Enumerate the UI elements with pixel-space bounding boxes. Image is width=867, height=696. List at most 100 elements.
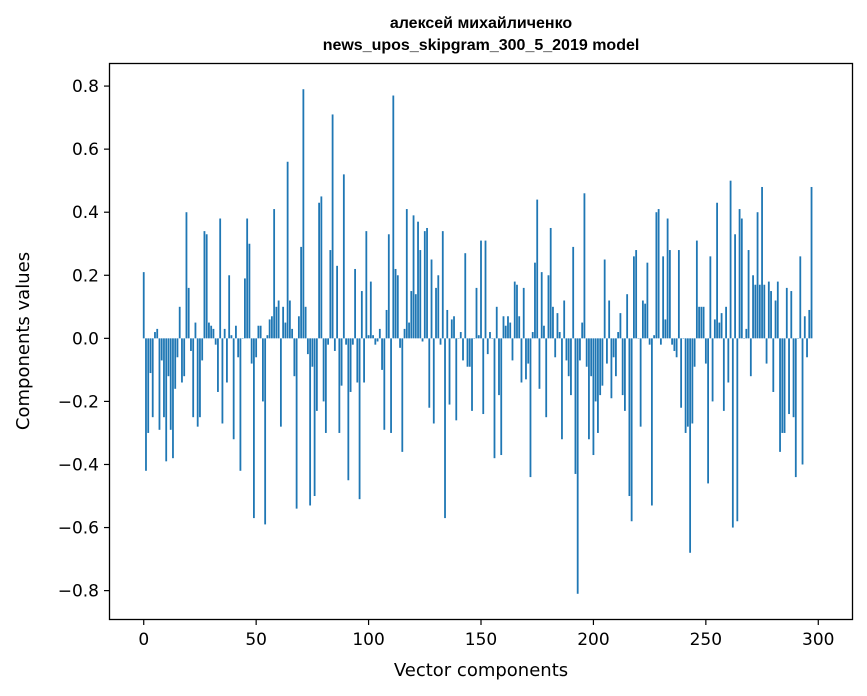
bar [275,306,278,339]
bar [428,338,431,408]
bar [720,313,723,339]
bar [624,338,626,411]
bar [725,306,727,339]
bar [253,338,255,519]
bar [767,281,770,339]
bar [342,174,345,339]
bar [226,338,228,383]
bar [255,338,258,358]
bar [657,209,660,339]
bar [248,243,251,339]
bar [282,306,285,339]
bar [574,338,577,474]
bar [781,338,784,433]
bar [507,316,509,339]
bar [412,215,415,339]
bar-series [142,89,813,594]
bar [736,338,739,522]
bar [300,246,303,339]
chart-title-line-1: алексей михайличенко [390,15,573,32]
bar [203,231,206,339]
bar [727,338,730,383]
bar [653,335,656,339]
bar [327,338,329,345]
bar [228,275,231,339]
bar [601,338,604,386]
bar [606,338,608,364]
bar [516,284,518,339]
x-tick-label: 250 [690,630,722,650]
bar [266,335,269,339]
bar [286,161,289,339]
bar [520,338,523,383]
bar [792,338,795,418]
y-tick-label: −0.8 [58,582,99,602]
bar [493,338,496,459]
y-axis-label: Components values [13,252,34,430]
bar [214,338,217,345]
bar [217,338,219,392]
bar [466,338,469,367]
bar [273,209,276,339]
bar [383,338,386,430]
bar [556,313,559,339]
bar [509,322,512,339]
bar [617,332,620,339]
bar [561,338,563,440]
bar [178,306,181,339]
bar [639,338,642,427]
bar [360,291,363,339]
bar [644,303,647,339]
bar [806,338,808,358]
bar [662,256,665,339]
bar [761,186,763,339]
bar [288,300,291,339]
bar [599,338,602,396]
bar [707,338,709,484]
bar [588,338,590,440]
bar [181,338,183,383]
bar [151,338,154,418]
x-tick-label: 0 [138,630,149,650]
bar [331,114,334,339]
bar [713,319,716,339]
bar [650,338,653,506]
bar [311,338,314,367]
bar [324,338,327,433]
bar [345,338,347,345]
bar [446,309,449,339]
bar [410,291,413,339]
bar [502,316,505,339]
bar [579,338,581,361]
bar [262,338,264,402]
bar [572,246,575,339]
bar [268,319,271,339]
bar [277,300,280,339]
bar [738,209,741,339]
bar [448,338,451,405]
bar [439,338,442,345]
bar [374,338,377,345]
bar [244,278,246,339]
bar [329,250,332,339]
bar [403,328,406,339]
bar [401,338,404,452]
bar [259,325,262,339]
bar [779,338,781,452]
bar [525,338,527,380]
chart-title-line-2: news_upos_skipgram_300_5_2019 model [323,37,640,54]
bar [527,338,530,364]
bar [378,328,381,339]
bar [783,338,786,433]
bar [302,89,305,339]
bar [201,338,204,361]
bar [279,338,282,427]
bar [390,338,392,433]
y-axis-ticks: −0.8 −0.6 −0.4 −0.2 0.0 0.2 0.4 0.6 0.8 [58,77,110,602]
bar [369,281,372,339]
bar [381,338,383,370]
bar [358,338,361,500]
bar [309,338,312,506]
bar [648,338,651,345]
bar [529,338,532,478]
